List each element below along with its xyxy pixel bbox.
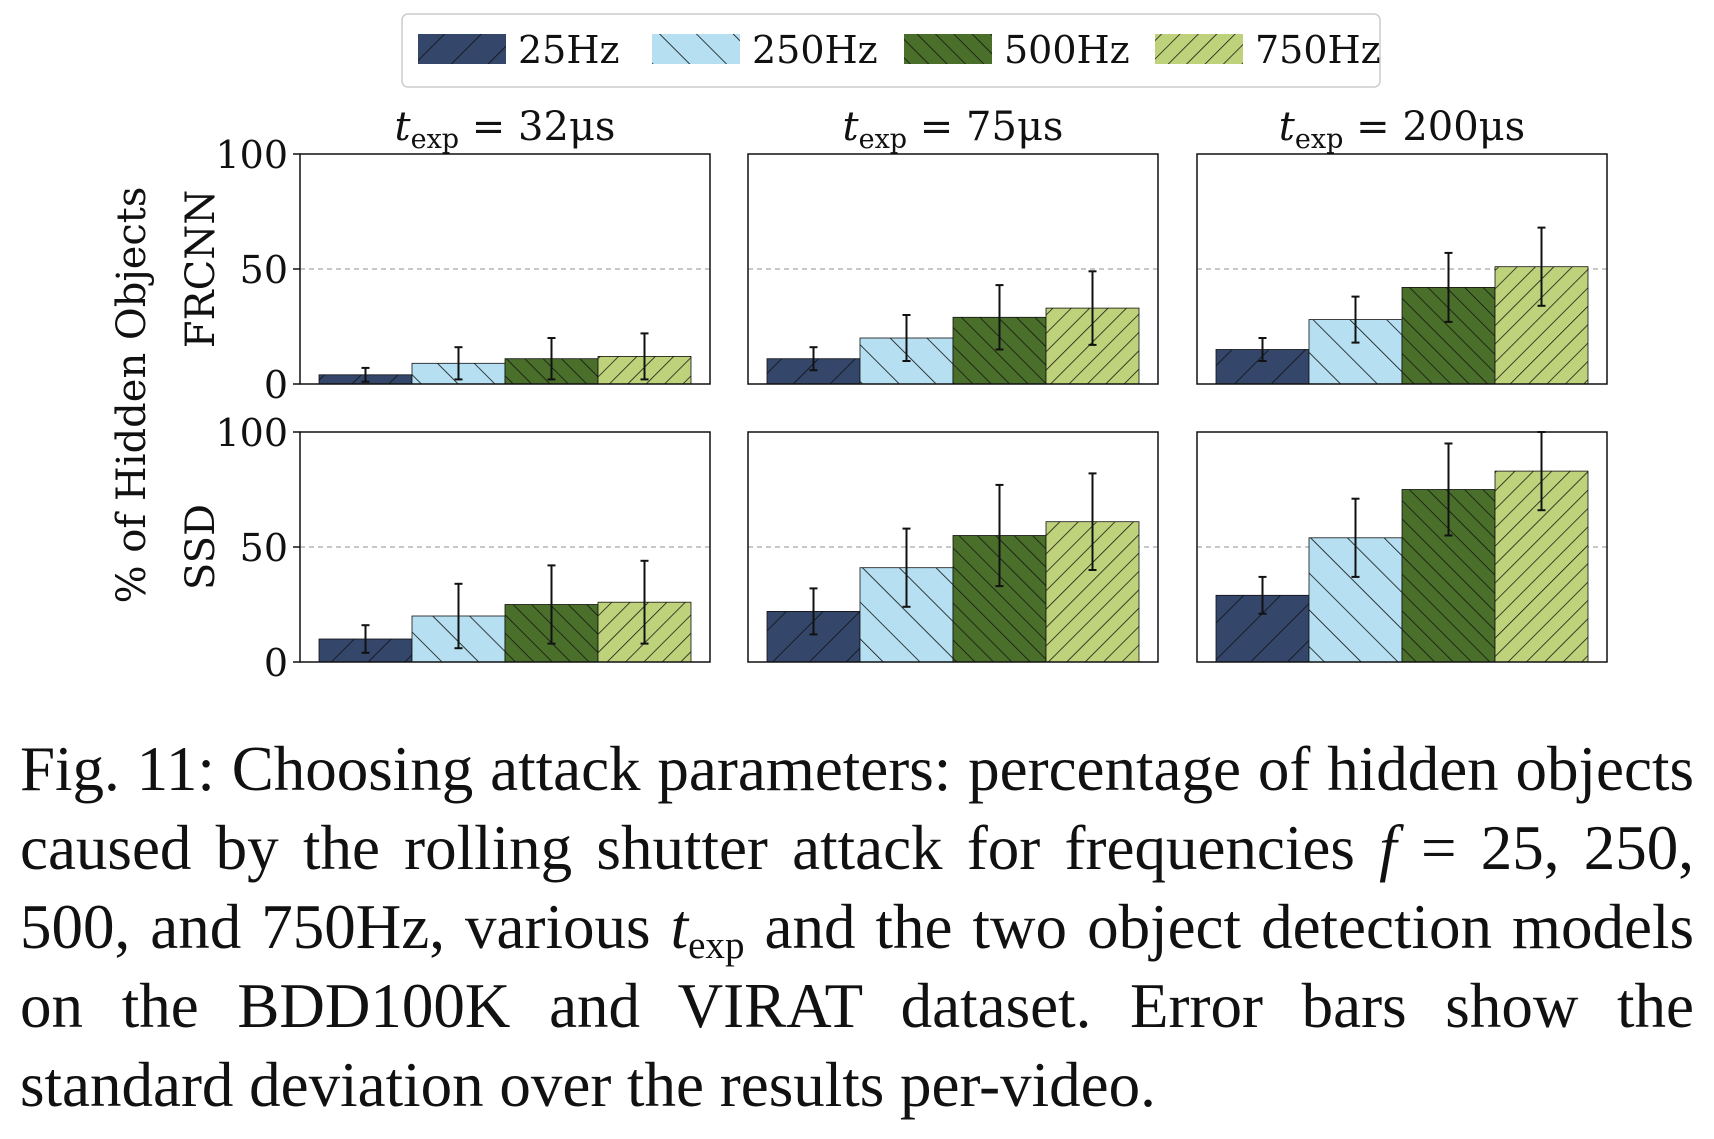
error-bar-SSD-2-250Hz (1351, 497, 1360, 578)
panel-frame (1196, 153, 1608, 385)
caption-part-3: and the two object detection models on t… (20, 892, 1694, 1120)
y-tick-label-SSD-0: 0 (264, 641, 288, 685)
caption-part-2: = 25, 250, 500, and 750Hz, various (20, 813, 1695, 962)
error-bar-SSD-0-25Hz (361, 624, 370, 654)
error-bar-SSD-1-25Hz (809, 587, 818, 636)
panel-frame (1196, 431, 1608, 663)
panel-SSD-0 (293, 431, 711, 663)
y-axis-label: % of Hidden Objects (109, 187, 155, 604)
column-title-1: texp = 75μs (843, 104, 1064, 155)
panels: FRCNN 0 50 100 SSD 0 50 100 (178, 133, 1608, 685)
error-bar-SSD-0-250Hz (454, 582, 463, 650)
error-bar-SSD-2-500Hz (1444, 442, 1453, 537)
legend: 25Hz 250Hz 500Hz 750Hz (401, 13, 1381, 88)
panel-FRCNN-2 (1196, 153, 1608, 385)
y-tick-label-FRCNN-50: 50 (240, 248, 288, 292)
legend-label-250Hz: 250Hz (752, 28, 878, 72)
error-bar-SSD-0-500Hz (547, 564, 556, 645)
y-tick-label-SSD-50: 50 (240, 526, 288, 570)
figure: 25Hz 250Hz 500Hz 750Hz texp = 32μs texp = 75… (109, 13, 1608, 685)
legend-swatch-hatch-500Hz (904, 34, 992, 64)
caption-f-symbol: f (1379, 813, 1397, 883)
panel-FRCNN-0 (293, 153, 711, 385)
error-bar-FRCNN-1-500Hz (995, 284, 1004, 351)
legend-item-25Hz: 25Hz (418, 28, 620, 72)
y-tick-label-FRCNN-100: 100 (215, 133, 288, 177)
legend-swatch-hatch-25Hz (418, 34, 506, 64)
legend-item-750Hz: 750Hz (1155, 28, 1381, 72)
legend-label-25Hz: 25Hz (518, 28, 620, 72)
error-bar-FRCNN-0-25Hz (361, 366, 370, 383)
caption-part-1: Fig. 11: Choosing attack parameters: per… (20, 734, 1694, 883)
error-bar-SSD-1-750Hz (1088, 472, 1097, 571)
column-titles: texp = 32μs texp = 75μs texp = 200μs (395, 104, 1526, 155)
row-label-FRCNN: FRCNN (178, 190, 224, 348)
caption-t-symbol: t (670, 892, 689, 962)
legend-item-500Hz: 500Hz (904, 28, 1130, 72)
error-bar-FRCNN-0-250Hz (454, 346, 463, 381)
y-tick-label-FRCNN-0: 0 (264, 363, 288, 407)
error-bar-FRCNN-1-250Hz (902, 314, 911, 362)
error-bar-FRCNN-2-25Hz (1258, 337, 1267, 362)
column-title-2: texp = 200μs (1279, 104, 1525, 155)
legend-frame (401, 13, 1381, 88)
error-bar-FRCNN-1-750Hz (1088, 270, 1097, 346)
legend-swatch-hatch-250Hz (652, 34, 740, 64)
figure-caption: Fig. 11: Choosing attack parameters: per… (20, 730, 1694, 1125)
column-title-0: texp = 32μs (395, 104, 616, 155)
error-bar-FRCNN-0-500Hz (547, 337, 556, 381)
error-bar-SSD-0-750Hz (640, 559, 649, 645)
error-bar-FRCNN-2-250Hz (1351, 295, 1360, 344)
y-tick-label-SSD-100: 100 (215, 411, 288, 455)
legend-item-250Hz: 250Hz (652, 28, 878, 72)
error-bar-SSD-1-250Hz (902, 527, 911, 608)
error-bar-FRCNN-2-750Hz (1537, 226, 1546, 307)
panel-SSD-2 (1196, 431, 1608, 663)
error-bar-FRCNN-0-750Hz (640, 332, 649, 381)
panel-frame (747, 431, 1159, 663)
error-bar-FRCNN-2-500Hz (1444, 251, 1453, 323)
caption-t-subscript: exp (688, 923, 745, 967)
error-bar-SSD-2-25Hz (1258, 575, 1267, 615)
legend-swatch-hatch-750Hz (1155, 34, 1243, 64)
panel-FRCNN-1 (747, 153, 1159, 385)
row-label-SSD: SSD (178, 504, 224, 590)
panel-SSD-1 (747, 431, 1159, 663)
error-bar-FRCNN-1-25Hz (809, 346, 818, 372)
error-bar-SSD-1-500Hz (995, 483, 1004, 588)
legend-label-750Hz: 750Hz (1255, 28, 1381, 72)
panel-frame (747, 153, 1159, 385)
legend-label-500Hz: 500Hz (1004, 28, 1130, 72)
